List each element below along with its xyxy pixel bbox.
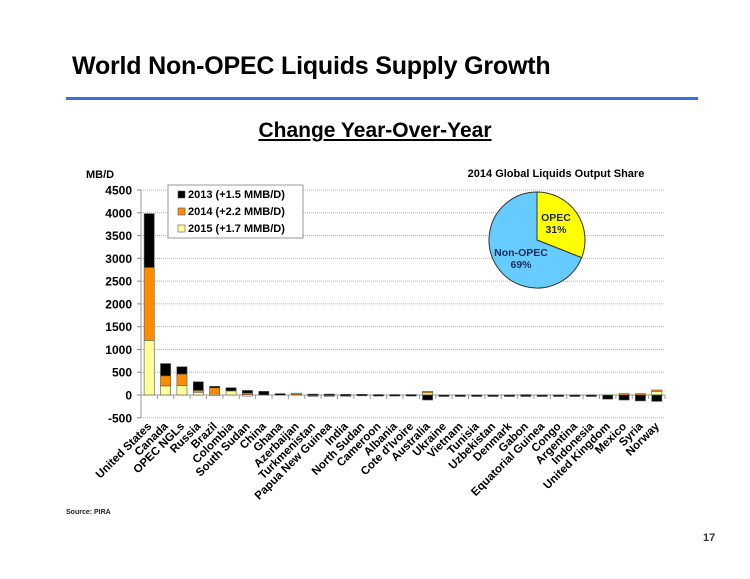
page-number: 17 (703, 532, 716, 544)
bar-segment (602, 394, 614, 400)
y-tick-label: 3500 (105, 229, 132, 243)
legend: 2013 (+1.5 MMB/D) 2014 (+2.2 MMB/D) 2015 (… (167, 184, 304, 239)
bar-segment (471, 394, 483, 397)
bar-segment (258, 391, 270, 396)
pie-slice-label: OPEC (541, 212, 571, 224)
y-axis-label: MB/D (86, 169, 114, 181)
bar-segment (373, 394, 384, 397)
pie-slice-value: 31% (545, 224, 567, 236)
bar-segment (176, 373, 188, 386)
bar-segment (192, 391, 204, 396)
bar-segment (651, 389, 663, 392)
legend-swatch (177, 190, 186, 199)
bar-segment (635, 394, 646, 402)
y-tick-label: 4500 (105, 184, 132, 198)
pie-slice-label: Non-OPEC (494, 247, 548, 259)
bar-segment (356, 394, 368, 397)
legend-swatch (177, 207, 186, 216)
pie-title: 2014 Global Liquids Output Share (468, 168, 645, 180)
bar-segment (176, 366, 188, 375)
source-note: Source: PIRA (66, 509, 111, 516)
bar-segment (618, 394, 630, 401)
y-tick-label: 1500 (105, 320, 132, 334)
bars (143, 213, 663, 402)
bar-segment (143, 267, 155, 341)
bar-segment (323, 393, 335, 396)
bar-segment (569, 394, 581, 397)
bar-segment (340, 394, 352, 397)
bar-segment (143, 213, 155, 268)
pie-slice (536, 191, 586, 259)
bar-segment (389, 394, 401, 397)
y-tick-label: 2000 (105, 297, 132, 311)
pie-slice-value: 69% (510, 259, 532, 271)
legend-label: 2015 (+1.7 MMB/D) (188, 223, 285, 235)
legend-label: 2014 (+2.2 MMB/D) (188, 206, 285, 218)
y-axis-ticks: -500 0 500 1000 1500 2000 2500 3000 3500 4000 4500 (105, 184, 141, 425)
chart-subtitle: Change Year-Over-Year (258, 119, 492, 142)
bar-segment (438, 394, 450, 397)
bar-segment (225, 387, 237, 392)
bar-segment (504, 394, 515, 397)
bar-segment (160, 385, 171, 396)
y-tick-label: 500 (112, 366, 132, 380)
y-tick-label: 3000 (105, 252, 132, 266)
bar-segment (405, 394, 417, 397)
bar-segment (176, 385, 188, 396)
bar-segment (651, 394, 663, 402)
bar-segment (585, 394, 597, 397)
legend-swatch (177, 224, 186, 233)
bar-segment (160, 363, 171, 377)
bar-segment (192, 381, 204, 391)
bar-segment (487, 394, 499, 397)
bar-segment (209, 387, 221, 395)
bar-segment (553, 394, 564, 397)
bar-segment (225, 390, 237, 396)
pie-slice (488, 191, 583, 289)
bar-segment (422, 391, 433, 394)
bar-segment (422, 394, 433, 401)
title-divider (66, 97, 698, 100)
y-tick-label: -500 (108, 411, 132, 425)
bar-segment (307, 393, 319, 396)
bar-segment (291, 392, 302, 395)
y-tick-label: 2500 (105, 275, 132, 289)
bar-segment (242, 390, 253, 394)
y-tick-label: 0 (125, 389, 132, 403)
bar-segment (454, 394, 466, 397)
bar-segment (160, 375, 171, 387)
bar-segment (520, 394, 532, 397)
page-title: World Non-OPEC Liquids Supply Growth (72, 52, 551, 80)
bar-segment (274, 393, 286, 396)
legend-box (167, 184, 304, 239)
legend-label: 2013 (+1.5 MMB/D) (188, 189, 285, 201)
bar-segment (536, 394, 548, 397)
y-tick-label: 4000 (105, 206, 132, 220)
bar-segment (143, 340, 155, 396)
bar-segment (209, 386, 221, 389)
y-tick-label: 1000 (105, 343, 132, 357)
